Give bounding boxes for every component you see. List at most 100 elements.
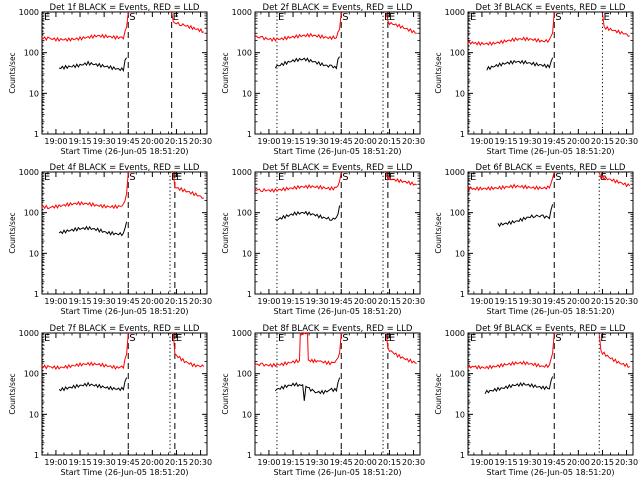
event-marker-label: S: [555, 12, 561, 23]
x-tick-label: 20:30: [189, 137, 212, 146]
y-tick-label: 1000: [232, 329, 252, 338]
x-tick-label: 19:15: [495, 458, 518, 467]
events-series-line: [58, 57, 128, 73]
x-tick-label: 20:30: [615, 297, 638, 306]
x-tick-label: 20:15: [591, 297, 614, 306]
y-tick-label: 10: [242, 410, 252, 419]
y-tick-label: 1: [247, 290, 252, 299]
event-marker-label: S: [342, 172, 348, 183]
x-tick-label: 19:45: [117, 458, 140, 467]
plot-frame: [254, 332, 421, 456]
lld-series-line: [602, 13, 630, 37]
panel-title: Det 2f BLACK = Events, RED = LLD: [263, 3, 413, 13]
event-marker-label: E: [278, 12, 284, 23]
y-tick-label: 10: [455, 410, 465, 419]
x-tick-label: 19:30: [93, 458, 116, 467]
y-tick-label: 100: [237, 370, 252, 379]
event-marker-label: S: [129, 333, 135, 344]
lld-series-line: [385, 13, 417, 34]
y-tick-label: 1000: [19, 329, 39, 338]
plot-frame: [254, 11, 421, 135]
panel-title: Det 7f BLACK = Events, RED = LLD: [50, 324, 200, 334]
x-tick-label: 19:15: [69, 137, 92, 146]
y-tick-label: 100: [450, 370, 465, 379]
y-axis-label: Counts/sec: [8, 52, 17, 93]
y-tick-label: 100: [24, 49, 39, 58]
y-tick-label: 1000: [232, 168, 252, 177]
x-axis-label: Start Time (26-Jun-05 18:51:20): [274, 468, 402, 477]
event-marker-label: E: [173, 12, 179, 23]
y-axis-label: Counts/sec: [434, 212, 443, 253]
x-tick-label: 19:15: [69, 297, 92, 306]
y-tick-label: 100: [237, 49, 252, 58]
lld-series-line: [385, 334, 417, 364]
event-marker-label: S: [555, 333, 561, 344]
lld-series-line: [254, 332, 342, 368]
panel-title: Det 8f BLACK = Events, RED = LLD: [263, 324, 413, 334]
x-tick-label: 20:00: [567, 297, 590, 306]
x-tick-label: 20:00: [141, 137, 164, 146]
y-tick-label: 10: [455, 89, 465, 98]
event-marker-label: E: [389, 172, 395, 183]
y-tick-label: 100: [24, 209, 39, 218]
events-series-line: [58, 221, 128, 237]
y-axis-label: Counts/sec: [434, 373, 443, 414]
event-marker-label: S: [342, 333, 348, 344]
events-series-line: [275, 205, 341, 221]
y-axis-label: Counts/sec: [8, 212, 17, 253]
lld-series-line: [41, 171, 129, 210]
y-tick-label: 10: [455, 249, 465, 258]
x-tick-label: 20:30: [189, 458, 212, 467]
event-marker-label: E: [389, 333, 395, 344]
x-tick-label: 19:00: [44, 297, 67, 306]
x-tick-label: 19:00: [470, 297, 493, 306]
event-marker-label: E: [600, 333, 606, 344]
x-tick-label: 19:45: [543, 137, 566, 146]
lld-series-line: [254, 11, 342, 43]
lld-series-line: [598, 334, 631, 369]
panel-title: Det 4f BLACK = Events, RED = LLD: [50, 163, 200, 173]
plot-frame: [254, 171, 421, 295]
x-tick-label: 20:30: [402, 458, 425, 467]
x-tick-label: 20:15: [591, 458, 614, 467]
y-tick-label: 1: [34, 130, 39, 139]
plot-frame: [467, 11, 634, 135]
panel-title: Det 1f BLACK = Events, RED = LLD: [50, 3, 200, 13]
plot-frame: [467, 332, 634, 456]
events-series-line: [58, 377, 128, 392]
detector-panel: Det 3f BLACK = Events, RED = LLD 1 10 100 10…: [434, 3, 638, 156]
y-axis-label: Counts/sec: [221, 52, 230, 93]
x-tick-label: 20:30: [189, 297, 212, 306]
x-tick-label: 19:00: [257, 137, 280, 146]
x-tick-label: 19:45: [117, 297, 140, 306]
event-marker-label: E: [176, 172, 182, 183]
y-tick-label: 100: [24, 370, 39, 379]
panel-title: Det 6f BLACK = Events, RED = LLD: [476, 163, 626, 173]
x-tick-label: 19:45: [543, 297, 566, 306]
x-tick-label: 20:15: [165, 458, 188, 467]
x-tick-label: 19:30: [306, 458, 329, 467]
y-tick-label: 1: [34, 290, 39, 299]
y-tick-label: 1: [247, 130, 252, 139]
y-tick-label: 1000: [445, 8, 465, 17]
x-tick-label: 20:00: [354, 137, 377, 146]
plot-frame: [41, 171, 208, 295]
lld-series-line: [385, 171, 418, 186]
event-marker-label: E: [44, 12, 50, 23]
x-tick-label: 19:15: [282, 458, 305, 467]
x-tick-label: 19:30: [93, 297, 116, 306]
x-axis-label: Start Time (26-Jun-05 18:51:20): [487, 468, 615, 477]
lld-series-line: [172, 332, 205, 368]
x-tick-label: 19:30: [306, 297, 329, 306]
x-axis-label: Start Time (26-Jun-05 18:51:20): [61, 147, 189, 156]
y-tick-label: 10: [29, 249, 39, 258]
lld-series-line: [254, 171, 342, 194]
y-tick-label: 10: [29, 410, 39, 419]
x-tick-label: 20:15: [165, 297, 188, 306]
event-marker-label: E: [389, 12, 395, 23]
panel-title: Det 5f BLACK = Events, RED = LLD: [263, 163, 413, 173]
y-tick-label: 1: [247, 451, 252, 460]
detector-panel: Det 8f BLACK = Events, RED = LLD 1 10 100 10…: [221, 324, 425, 477]
y-tick-label: 10: [29, 89, 39, 98]
